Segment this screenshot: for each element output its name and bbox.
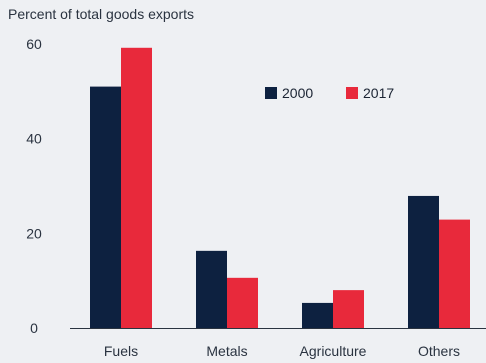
x-tick-label: Metals (206, 343, 247, 359)
y-tick-label: 0 (30, 320, 38, 336)
bar-2017-metals (227, 277, 258, 328)
x-tick-label: Agriculture (300, 343, 367, 359)
category-labels: Fuels Metals Agriculture Others (104, 343, 460, 359)
bar-2017-agriculture (333, 290, 364, 328)
bar-2000-agriculture (302, 302, 333, 328)
bar-2000-others (408, 195, 439, 328)
x-tick-label: Fuels (104, 343, 138, 359)
y-tick-label: 20 (26, 225, 42, 241)
legend: 2000 2017 (265, 85, 394, 101)
y-axis-label: Percent of total goods exports (8, 6, 194, 22)
bar-2000-metals (196, 250, 227, 328)
bar-2017-fuels (121, 47, 152, 328)
bars-group (90, 47, 470, 328)
legend-label: 2000 (282, 85, 313, 101)
y-axis-ticks: 0 20 40 60 (26, 36, 42, 336)
x-tick-label: Others (418, 343, 460, 359)
y-tick-label: 40 (26, 131, 42, 147)
legend-swatch (265, 87, 277, 99)
bar-2000-fuels (90, 86, 121, 328)
y-tick-label: 60 (26, 36, 42, 52)
bar-2017-others (439, 219, 470, 328)
legend-swatch (346, 87, 358, 99)
legend-label: 2017 (363, 85, 394, 101)
